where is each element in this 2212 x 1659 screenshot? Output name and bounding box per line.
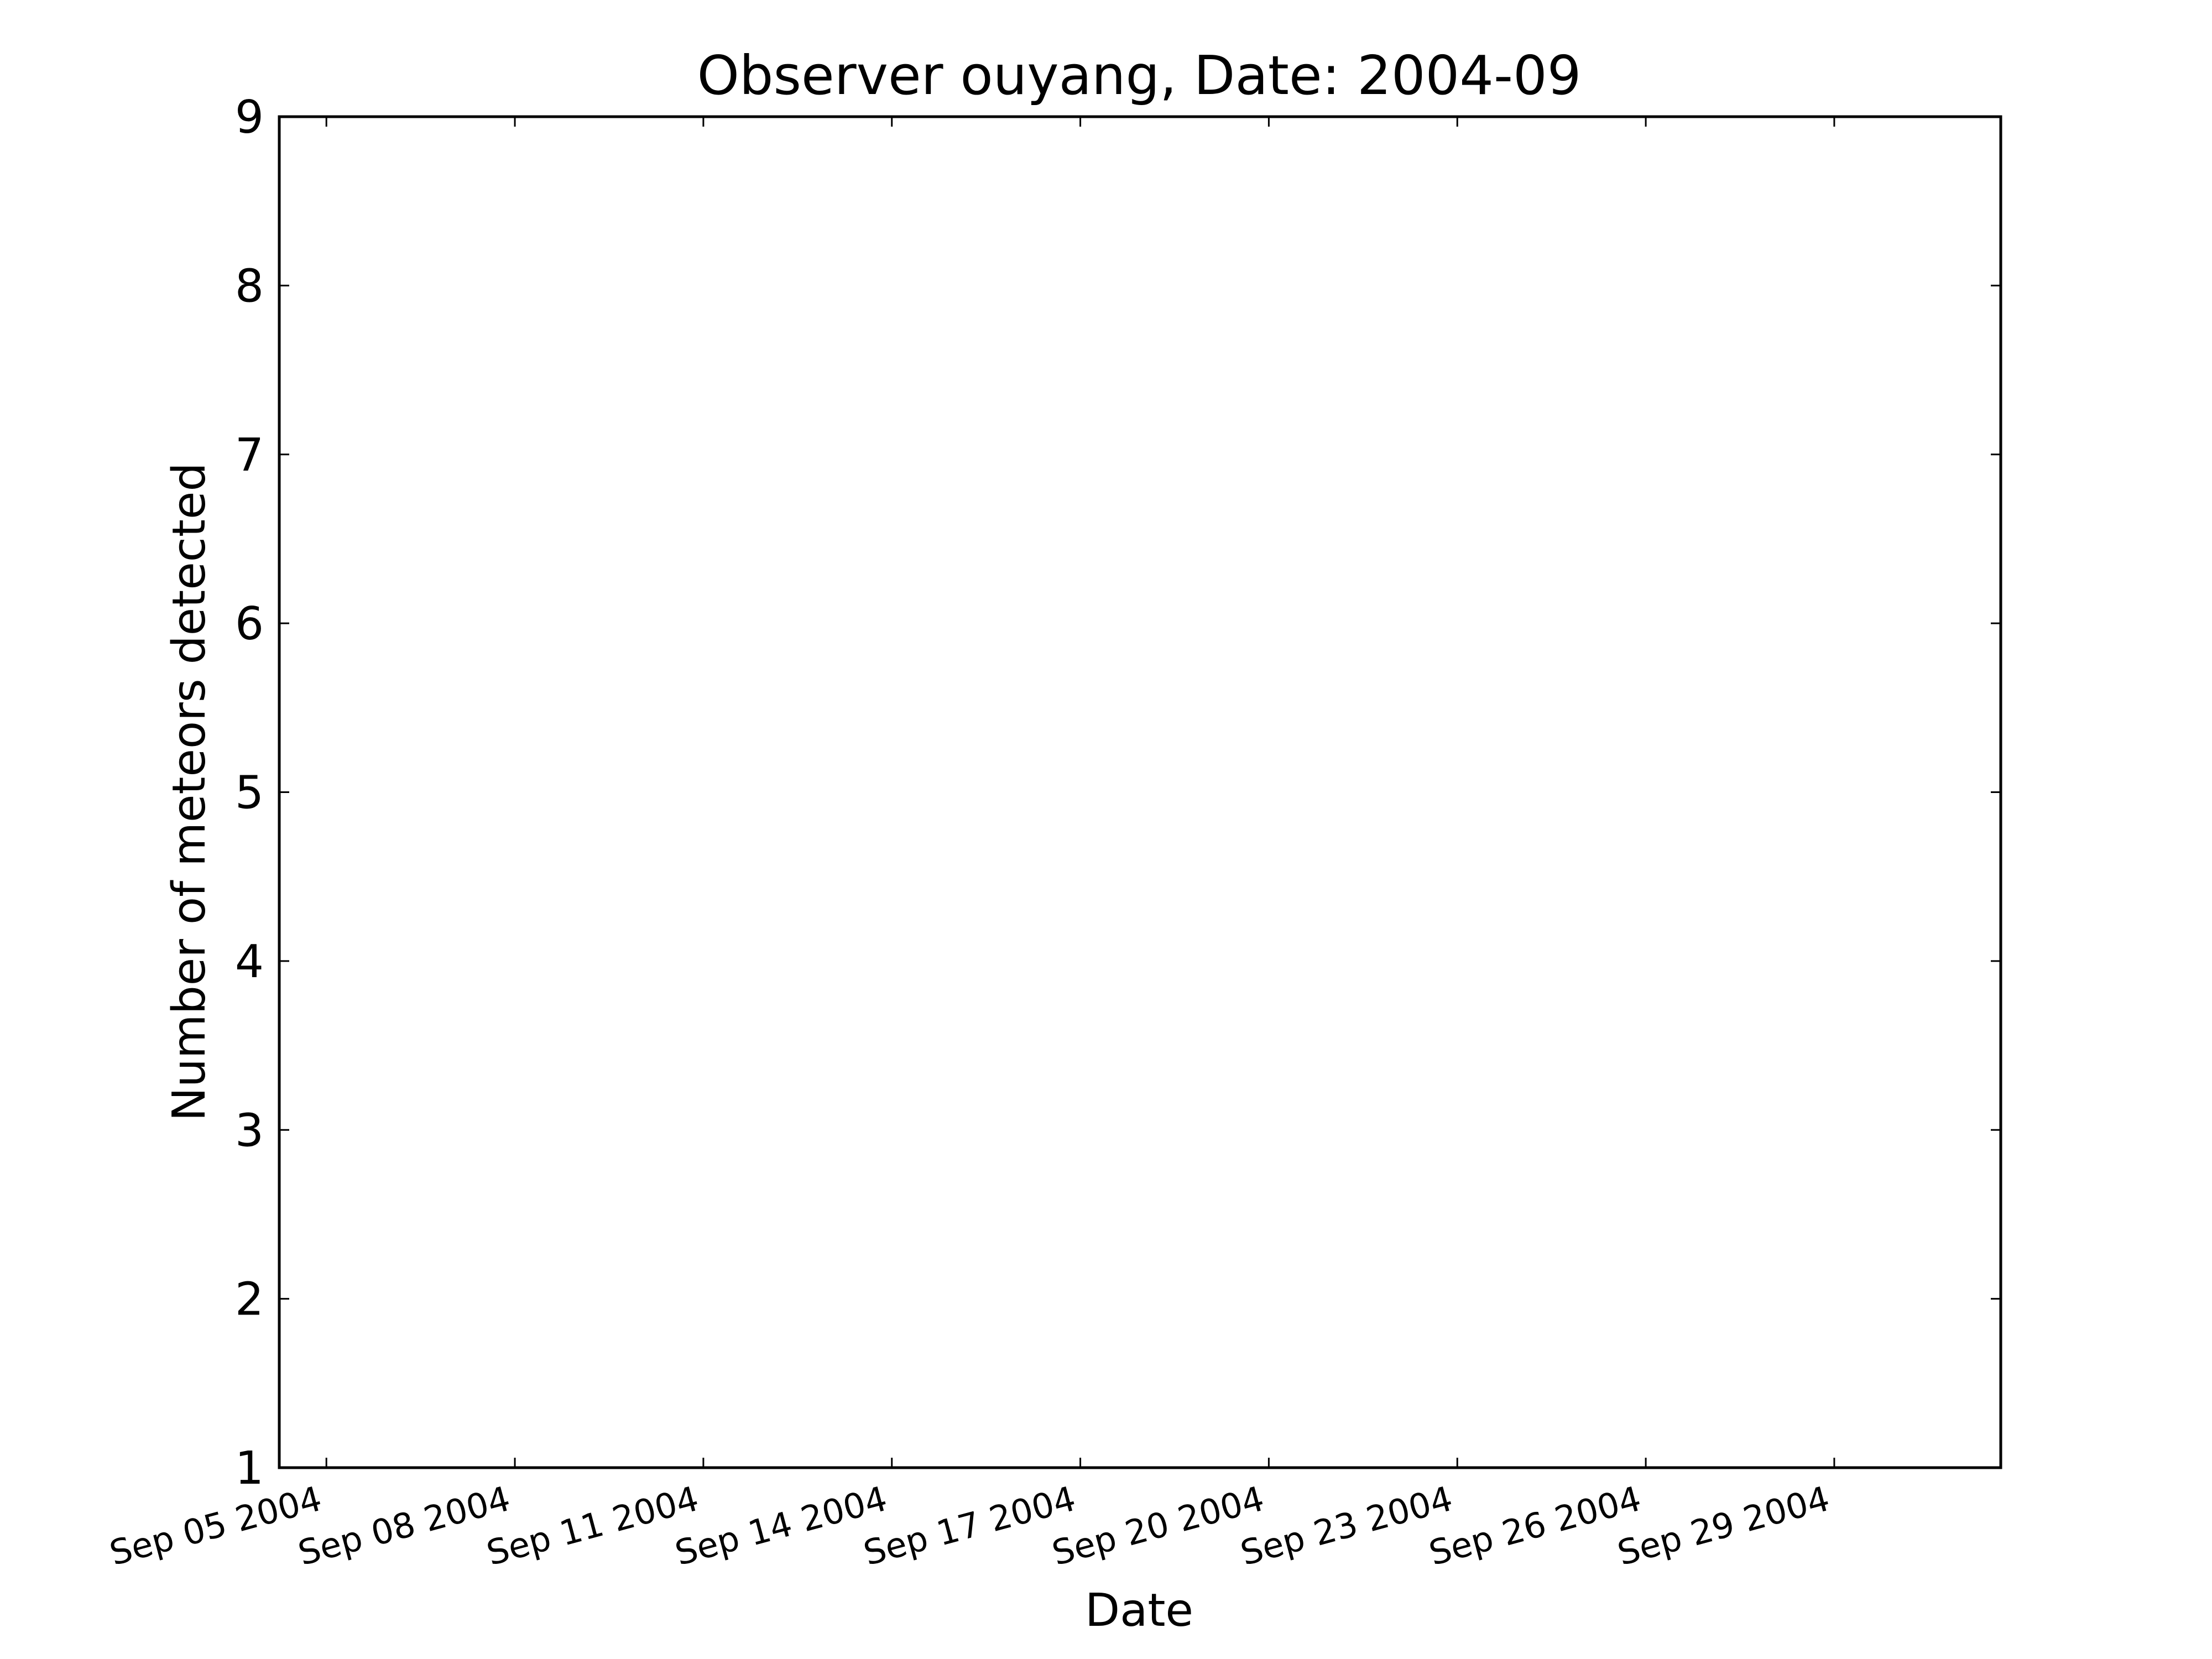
y-tick-label: 9 — [235, 91, 264, 144]
y-tick-label: 6 — [235, 598, 264, 650]
x-tick-label: Sep 20 2004 — [1048, 1478, 1268, 1573]
y-axis-label: Number of meteors detected — [163, 462, 216, 1121]
plot-area — [278, 115, 2002, 1469]
y-tick-label: 7 — [235, 429, 264, 482]
chart-title: Observer ouyang, Date: 2004-09 — [697, 44, 1582, 107]
x-tick-label: Sep 29 2004 — [1613, 1478, 1833, 1573]
x-tick-label: Sep 26 2004 — [1425, 1478, 1645, 1573]
x-tick-label: Sep 11 2004 — [482, 1478, 702, 1573]
axis-ticks — [279, 116, 2001, 1469]
y-tick-label: 1 — [235, 1442, 264, 1495]
y-tick-label: 8 — [235, 260, 264, 312]
x-tick-label: Sep 05 2004 — [106, 1478, 326, 1573]
y-tick-label: 3 — [235, 1104, 264, 1157]
y-tick-labels: 1 2 3 4 5 6 7 8 9 — [235, 91, 264, 1495]
x-tick-label: Sep 08 2004 — [294, 1478, 514, 1573]
y-tick-label: 2 — [235, 1274, 264, 1326]
x-tick-label: Sep 23 2004 — [1237, 1478, 1457, 1573]
y-tick-label: 5 — [235, 767, 264, 820]
x-axis-label: Date — [1085, 1584, 1193, 1637]
y-tick-label: 4 — [235, 936, 264, 988]
x-tick-label: Sep 17 2004 — [859, 1478, 1079, 1573]
x-tick-label: Sep 14 2004 — [671, 1478, 891, 1573]
